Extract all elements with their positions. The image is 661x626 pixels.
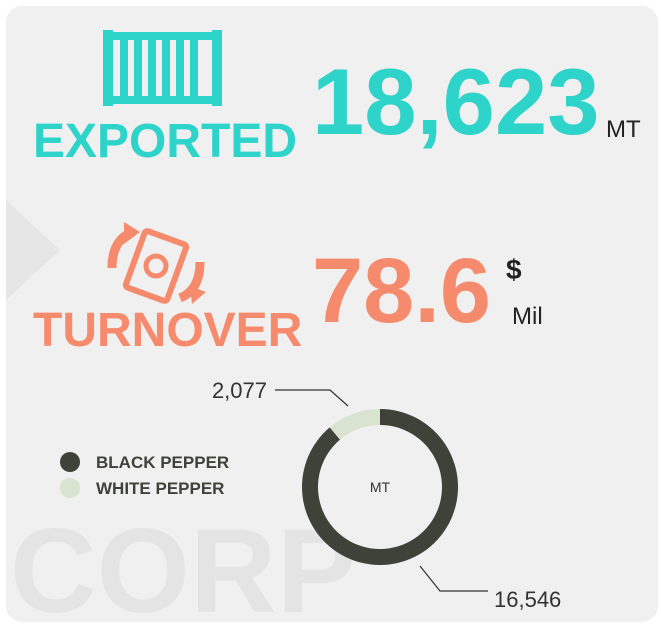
leader-line xyxy=(419,565,488,592)
turnover-label: TURNOVER xyxy=(33,304,302,357)
legend-label: BLACK PEPPER xyxy=(96,453,229,472)
watermark: CORP xyxy=(10,504,357,626)
value-label: 16,546 xyxy=(494,587,561,612)
arrow-head xyxy=(124,222,140,244)
center-label: MT xyxy=(370,479,391,495)
watermark-shape xyxy=(6,200,60,300)
container-icon xyxy=(103,30,222,106)
donut-chart: MT 2,077 16,546 BLACK PEPPER WHITE PEPPER xyxy=(60,378,561,612)
turnover-amount: 78.6 xyxy=(312,240,491,342)
legend-swatch xyxy=(60,478,80,498)
value-label: 2,077 xyxy=(212,378,267,403)
legend-label: WHITE PEPPER xyxy=(96,479,224,498)
exported-label: EXPORTED xyxy=(33,115,297,168)
turnover-unit: Mil xyxy=(512,303,543,330)
exported-unit: MT xyxy=(606,116,641,143)
donut-slice xyxy=(329,408,380,440)
legend-swatch xyxy=(60,452,80,472)
exported-amount: 18,623 xyxy=(312,49,600,154)
panel xyxy=(6,6,658,622)
arrow-head xyxy=(190,286,206,304)
leader-line xyxy=(275,389,349,407)
currency: $ xyxy=(506,254,522,285)
